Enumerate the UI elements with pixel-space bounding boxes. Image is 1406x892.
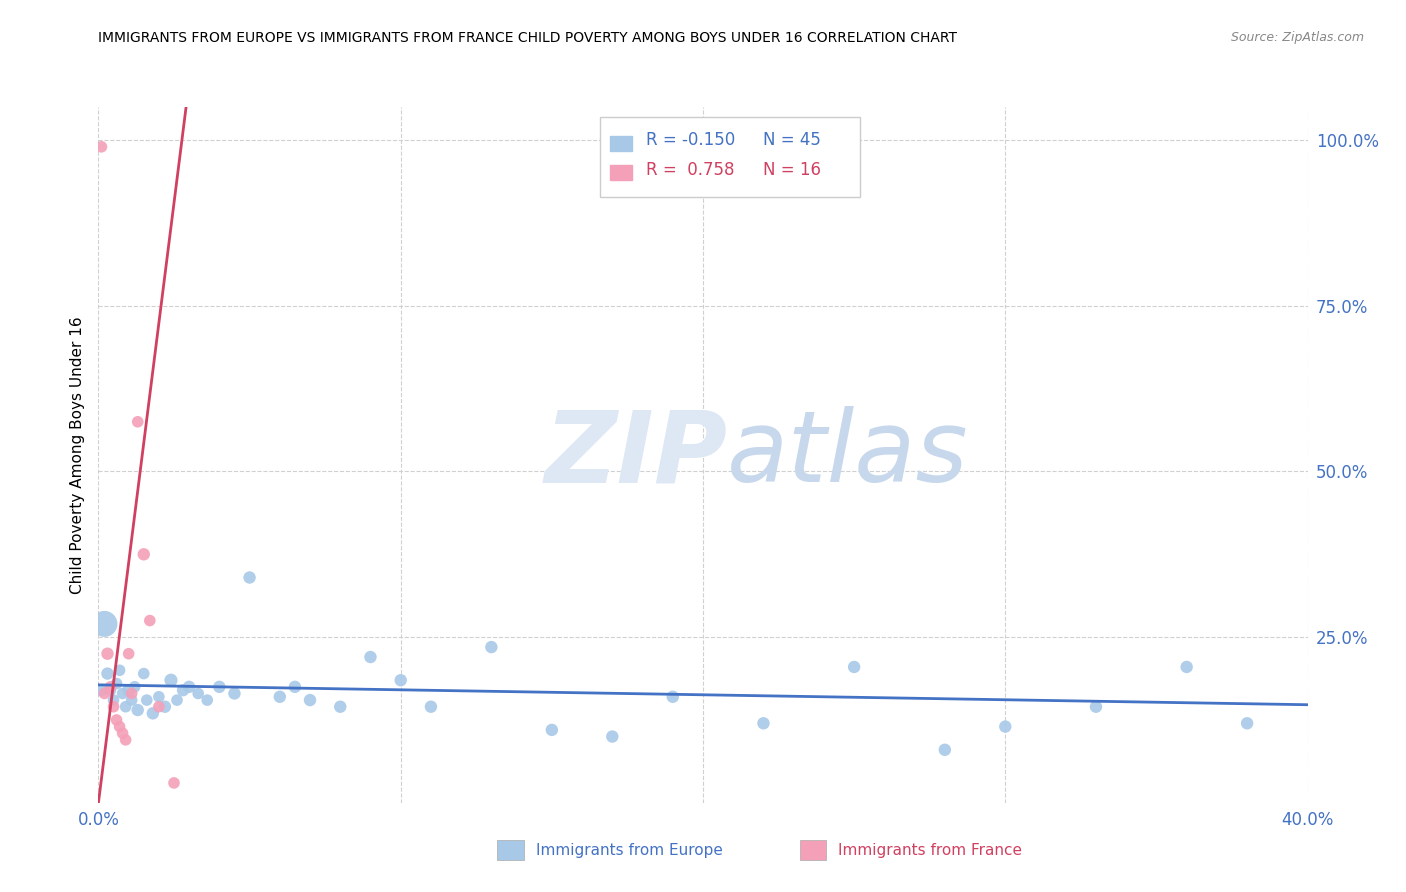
- Point: [177, 680, 201, 694]
- Point: [172, 683, 194, 698]
- Text: R =  0.758: R = 0.758: [647, 161, 735, 178]
- Point: [208, 680, 231, 694]
- Point: [111, 686, 134, 700]
- Point: [1175, 660, 1198, 674]
- Point: [100, 683, 122, 698]
- FancyBboxPatch shape: [610, 136, 631, 151]
- Point: [111, 726, 134, 740]
- Point: [90, 140, 112, 154]
- Point: [299, 693, 322, 707]
- Point: [121, 693, 143, 707]
- Point: [269, 690, 291, 704]
- Point: [90, 683, 112, 698]
- Point: [108, 663, 131, 677]
- Point: [118, 683, 141, 698]
- Point: [166, 693, 188, 707]
- Point: [329, 699, 352, 714]
- Point: [419, 699, 441, 714]
- Point: [163, 776, 186, 790]
- Point: [148, 690, 170, 704]
- Point: [114, 732, 136, 747]
- Point: [103, 693, 125, 707]
- Point: [284, 680, 307, 694]
- Point: [994, 720, 1017, 734]
- Point: [114, 699, 136, 714]
- Point: [132, 547, 155, 561]
- Point: [105, 676, 128, 690]
- Point: [127, 415, 149, 429]
- Point: [661, 690, 683, 704]
- Text: ZIP: ZIP: [544, 407, 727, 503]
- Point: [540, 723, 562, 737]
- Point: [139, 614, 162, 628]
- FancyBboxPatch shape: [498, 840, 524, 860]
- Point: [135, 693, 157, 707]
- Point: [148, 699, 170, 714]
- Point: [1085, 699, 1108, 714]
- Point: [752, 716, 775, 731]
- Y-axis label: Child Poverty Among Boys Under 16: Child Poverty Among Boys Under 16: [69, 316, 84, 594]
- Point: [1236, 716, 1258, 731]
- Point: [187, 686, 209, 700]
- Point: [121, 686, 143, 700]
- FancyBboxPatch shape: [600, 118, 860, 197]
- Point: [160, 673, 183, 688]
- Point: [132, 666, 155, 681]
- FancyBboxPatch shape: [610, 165, 631, 180]
- Text: N = 45: N = 45: [763, 131, 821, 150]
- Point: [224, 686, 246, 700]
- Point: [105, 713, 128, 727]
- Point: [124, 680, 146, 694]
- Point: [934, 743, 956, 757]
- Point: [142, 706, 165, 721]
- Point: [127, 703, 149, 717]
- Text: R = -0.150: R = -0.150: [647, 131, 735, 150]
- Text: Source: ZipAtlas.com: Source: ZipAtlas.com: [1230, 31, 1364, 45]
- Point: [360, 650, 382, 665]
- Point: [844, 660, 866, 674]
- Point: [602, 730, 624, 744]
- Text: Immigrants from Europe: Immigrants from Europe: [536, 843, 723, 857]
- Text: atlas: atlas: [727, 407, 969, 503]
- Point: [103, 699, 125, 714]
- Point: [108, 720, 131, 734]
- Point: [195, 693, 218, 707]
- Point: [481, 640, 503, 654]
- Text: Immigrants from France: Immigrants from France: [838, 843, 1022, 857]
- Point: [239, 570, 262, 584]
- Point: [153, 699, 176, 714]
- FancyBboxPatch shape: [800, 840, 827, 860]
- Point: [389, 673, 412, 688]
- Point: [93, 686, 115, 700]
- Point: [100, 680, 122, 694]
- Text: N = 16: N = 16: [763, 161, 821, 178]
- Point: [118, 647, 141, 661]
- Point: [93, 616, 115, 631]
- Text: IMMIGRANTS FROM EUROPE VS IMMIGRANTS FROM FRANCE CHILD POVERTY AMONG BOYS UNDER : IMMIGRANTS FROM EUROPE VS IMMIGRANTS FRO…: [98, 31, 957, 45]
- Point: [96, 666, 118, 681]
- Point: [96, 647, 118, 661]
